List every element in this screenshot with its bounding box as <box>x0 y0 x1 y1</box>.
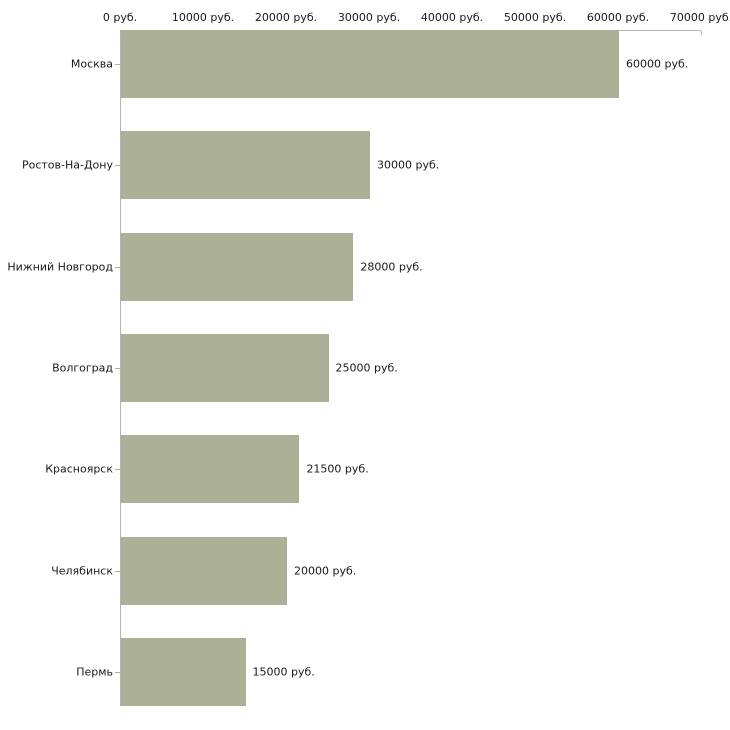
bar-6 <box>121 536 287 605</box>
x-axis-tick-label: 0 руб. <box>102 11 138 24</box>
category-label: Нижний Новгород <box>7 260 113 274</box>
category-label: Челябинск <box>51 564 113 577</box>
value-label: 25000 руб. <box>335 361 398 375</box>
x-axis-tick-label: 40000 руб. <box>420 11 484 24</box>
x-axis-tick-label: 10000 руб. <box>171 11 235 24</box>
value-label: 28000 руб. <box>360 260 423 274</box>
category-label: Москва <box>70 57 113 71</box>
category-label: Ростов-На-Дону <box>21 158 113 172</box>
value-label: 21500 руб. <box>306 462 369 476</box>
y-axis-tick-mark <box>115 671 120 673</box>
x-axis-tick-mark <box>701 31 702 35</box>
y-axis-tick-mark <box>115 367 120 369</box>
value-label: 30000 руб. <box>377 158 440 172</box>
category-label: Красноярск <box>45 462 113 476</box>
y-axis-line <box>120 30 121 706</box>
y-axis-tick-mark <box>115 266 120 268</box>
bar-7 <box>121 637 246 706</box>
x-axis-tick-label: 60000 руб. <box>586 11 650 24</box>
x-axis-tick-label: 30000 руб. <box>337 11 401 24</box>
x-axis-tick-mark <box>120 31 121 35</box>
value-label: 15000 руб. <box>252 665 315 679</box>
bar-1 <box>121 30 619 98</box>
category-label: Пермь <box>76 665 113 679</box>
value-label: 20000 руб. <box>294 564 357 577</box>
bar-3 <box>121 232 354 301</box>
y-axis-tick-mark <box>115 64 120 65</box>
bar-4 <box>121 333 329 402</box>
y-axis-tick-mark <box>115 165 120 167</box>
bar-5 <box>121 435 300 504</box>
category-label: Волгоград <box>52 361 113 375</box>
y-axis-tick-mark <box>115 570 120 572</box>
value-label: 60000 руб. <box>626 57 689 71</box>
x-axis-tick-label: 20000 руб. <box>254 11 318 24</box>
bar-2 <box>121 131 370 200</box>
x-axis-tick-label: 70000 руб. <box>669 11 730 24</box>
y-axis-tick-mark <box>115 469 120 471</box>
x-axis-tick-label: 50000 руб. <box>503 11 567 24</box>
